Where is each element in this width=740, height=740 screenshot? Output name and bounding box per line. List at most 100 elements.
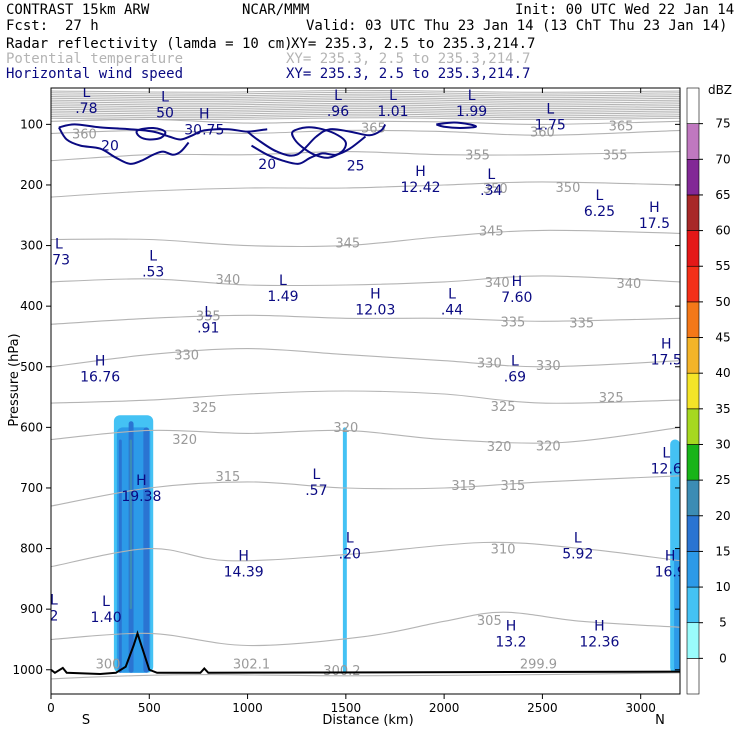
hl-marker: L12.6 bbox=[651, 446, 682, 478]
hl-marker-value: .96 bbox=[327, 104, 349, 120]
theta-contour-line bbox=[51, 348, 680, 368]
hl-marker-kind: L bbox=[334, 88, 342, 104]
hl-marker-kind: L bbox=[55, 237, 63, 253]
hl-marker-kind: L bbox=[574, 531, 582, 547]
field-xy-wind: XY= 235.3, 2.5 to 235.3,214.7 bbox=[286, 66, 530, 82]
field-xy-reflectivity: XY= 235.3, 2.5 to 235.3,214.7 bbox=[291, 36, 535, 52]
hl-marker-kind: H bbox=[506, 618, 517, 634]
theta-contour-line bbox=[51, 89, 680, 93]
colorbar-unit: dBZ bbox=[708, 83, 732, 97]
colorbar-tick-label: 40 bbox=[715, 366, 730, 380]
hl-marker: H7.60 bbox=[501, 274, 532, 306]
hl-marker-value: 7.60 bbox=[501, 290, 532, 306]
reflectivity-column bbox=[129, 439, 132, 610]
theta-contour-line bbox=[51, 229, 680, 248]
hl-marker: H12.36 bbox=[579, 618, 619, 650]
hl-marker-value: 12.6 bbox=[651, 462, 682, 478]
theta-contour-label: 302.1 bbox=[233, 658, 270, 673]
hl-marker-kind: H bbox=[95, 354, 106, 370]
hl-marker-kind: H bbox=[594, 618, 605, 634]
y-tick-label: 800 bbox=[20, 542, 43, 556]
theta-contour-label: 330 bbox=[536, 359, 561, 374]
colorbar-tick-label: 65 bbox=[715, 188, 730, 202]
hl-marker-value: 17.5 bbox=[651, 353, 682, 369]
theta-contour-label: 315 bbox=[501, 479, 526, 494]
theta-contour-line bbox=[51, 672, 680, 680]
hl-marker-kind: L bbox=[161, 89, 169, 105]
hl-marker: H13.2 bbox=[495, 618, 526, 650]
theta-contour-line bbox=[51, 426, 680, 444]
hl-marker-value: .34 bbox=[480, 183, 502, 199]
theta-contour-line bbox=[51, 475, 680, 507]
theta-contour-line bbox=[51, 108, 680, 111]
theta-contour-line bbox=[51, 115, 680, 119]
hl-marker-value: 50 bbox=[156, 105, 174, 121]
hl-marker-value: 1.40 bbox=[90, 610, 121, 626]
theta-contour-label: 320 bbox=[333, 421, 358, 436]
hl-marker-kind: H bbox=[512, 274, 523, 290]
hl-marker-value: 1.75 bbox=[535, 117, 566, 133]
hl-marker-value: 13.2 bbox=[495, 634, 526, 650]
hl-marker-kind: L bbox=[546, 101, 554, 117]
hl-marker: L.91 bbox=[197, 304, 219, 336]
hl-marker: L.53 bbox=[142, 249, 164, 281]
colorbar-swatch bbox=[686, 123, 700, 160]
x-tick-label: 1500 bbox=[331, 701, 362, 715]
hl-marker: L5.92 bbox=[562, 531, 593, 563]
wind-contours: 20 20 25 bbox=[58, 121, 477, 175]
hl-marker: H19.38 bbox=[121, 473, 161, 505]
theta-contour-label: 355 bbox=[603, 149, 628, 164]
colorbar-tick-label: 45 bbox=[715, 331, 730, 345]
theta-contour-label: 345 bbox=[479, 224, 504, 239]
reflectivity-column bbox=[118, 439, 122, 673]
hl-marker: L.57 bbox=[305, 467, 327, 499]
theta-contour-label: 325 bbox=[599, 391, 624, 406]
colorbar-swatch bbox=[686, 408, 700, 445]
colorbar-swatch bbox=[686, 87, 700, 124]
model-title: CONTRAST 15km ARW bbox=[6, 2, 150, 18]
hl-marker-value: .57 bbox=[305, 483, 327, 499]
hl-marker: L1.01 bbox=[377, 88, 408, 120]
hl-marker: L2 bbox=[51, 592, 58, 624]
x-tick-label: 2500 bbox=[527, 701, 558, 715]
hl-marker-value: 1.49 bbox=[267, 289, 298, 305]
hl-marker: L.96 bbox=[327, 88, 349, 120]
theta-contour-label: 330 bbox=[477, 357, 502, 372]
theta-contour-label: 325 bbox=[192, 401, 217, 416]
hl-marker-value: 12.03 bbox=[355, 302, 395, 318]
colorbar-swatch bbox=[686, 479, 700, 517]
hl-marker-kind: H bbox=[661, 337, 672, 353]
y-tick-label: 100 bbox=[20, 117, 43, 131]
theta-contour-line bbox=[51, 611, 680, 647]
terrain-line bbox=[51, 630, 680, 676]
hl-marker-kind: L bbox=[448, 286, 456, 302]
colorbar-tick-label: 10 bbox=[715, 580, 730, 594]
colorbar-tick-label: 70 bbox=[715, 152, 730, 166]
hl-marker-value: .69 bbox=[504, 370, 526, 386]
hl-marker: L1.75 bbox=[535, 101, 566, 133]
colorbar-swatch bbox=[686, 337, 700, 374]
hl-marker-kind: L bbox=[312, 467, 320, 483]
y-tick-label: 400 bbox=[20, 299, 43, 313]
theta-contour-line bbox=[51, 111, 680, 115]
theta-contour-label: 365 bbox=[609, 120, 634, 135]
y-tick-label: 300 bbox=[20, 239, 43, 253]
x-tick-label: 3000 bbox=[625, 701, 656, 715]
colorbar-swatch bbox=[686, 515, 700, 552]
theta-contour-label: 355 bbox=[465, 149, 490, 164]
hl-marker-kind: H bbox=[370, 286, 381, 302]
colorbar-swatch bbox=[686, 622, 700, 659]
hl-marker-value: 12.42 bbox=[400, 180, 440, 196]
colorbar-tick-label: 35 bbox=[715, 402, 730, 416]
theta-contour-line bbox=[51, 98, 680, 102]
y-tick-label: 900 bbox=[20, 602, 43, 616]
hl-marker-value: 5.92 bbox=[562, 547, 593, 563]
hl-marker-kind: L bbox=[596, 188, 604, 204]
hl-marker-kind: H bbox=[238, 549, 249, 565]
valid-time: Valid: 03 UTC Thu 23 Jan 14 (13 ChT Thu … bbox=[306, 18, 727, 34]
terrain-surface bbox=[51, 630, 680, 676]
wind-contour-label: 20 bbox=[258, 157, 276, 173]
theta-contour-label: 360 bbox=[530, 126, 555, 141]
hl-marker-kind: L bbox=[82, 85, 90, 101]
